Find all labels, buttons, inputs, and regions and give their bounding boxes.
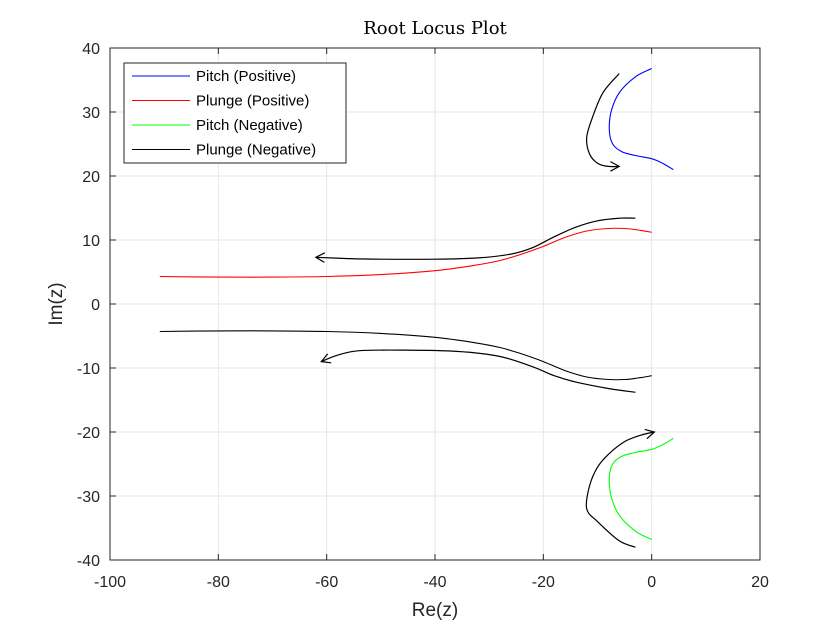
y-tick-label: 0: [91, 297, 100, 314]
y-tick-label: -10: [77, 361, 100, 378]
y-tick-label: -40: [77, 553, 100, 570]
legend-entry-label: Plunge (Negative): [196, 142, 316, 159]
y-tick-label: -30: [77, 489, 100, 506]
x-tick-label: 0: [647, 574, 656, 591]
x-tick-label: -20: [532, 574, 555, 591]
direction-arrow-path: [585, 73, 620, 168]
legend-entry-label: Pitch (Positive): [196, 68, 296, 85]
direction-arrow-head: [644, 428, 656, 440]
series-line-pitch-negative: [608, 437, 674, 540]
y-axis-ticks: -40 -30 -20 -10 0 10 20 30 40: [77, 41, 760, 570]
x-tick-label: -60: [315, 574, 338, 591]
y-tick-label: 40: [82, 41, 100, 58]
x-tick-label: -100: [94, 574, 126, 591]
y-tick-label: 20: [82, 169, 100, 186]
legend-box: [123, 62, 347, 164]
y-tick-label: -20: [77, 425, 100, 442]
series-line-pitch-positive: [608, 68, 674, 171]
chart-title: Root Locus Plot: [363, 18, 507, 39]
annotation-layer: [314, 73, 656, 548]
direction-arrow-path: [315, 217, 636, 260]
series-line-plunge-positive: [159, 227, 652, 278]
direction-arrow-head: [320, 353, 332, 364]
x-axis-label: Re(z): [412, 600, 458, 621]
direction-arrow-head: [610, 161, 621, 172]
x-tick-label: -80: [207, 574, 230, 591]
legend: Pitch (Positive) Plunge (Positive) Pitch (…: [123, 62, 347, 164]
y-tick-label: 10: [82, 233, 100, 250]
series-line-plunge-negative: [159, 330, 652, 381]
y-axis-label: Im(z): [46, 282, 67, 325]
x-tick-label: -40: [423, 574, 446, 591]
x-tick-label: 20: [751, 574, 769, 591]
x-axis-ticks: -100 -80 -60 -40 -20 0 20: [94, 48, 769, 591]
direction-arrow-path: [585, 431, 655, 548]
y-tick-label: 30: [82, 105, 100, 122]
direction-arrow-head: [314, 252, 326, 263]
direction-arrow-path: [321, 349, 636, 393]
legend-entry-label: Pitch (Negative): [196, 117, 303, 134]
legend-entry-label: Plunge (Positive): [196, 93, 309, 110]
series-layer: [159, 68, 674, 540]
